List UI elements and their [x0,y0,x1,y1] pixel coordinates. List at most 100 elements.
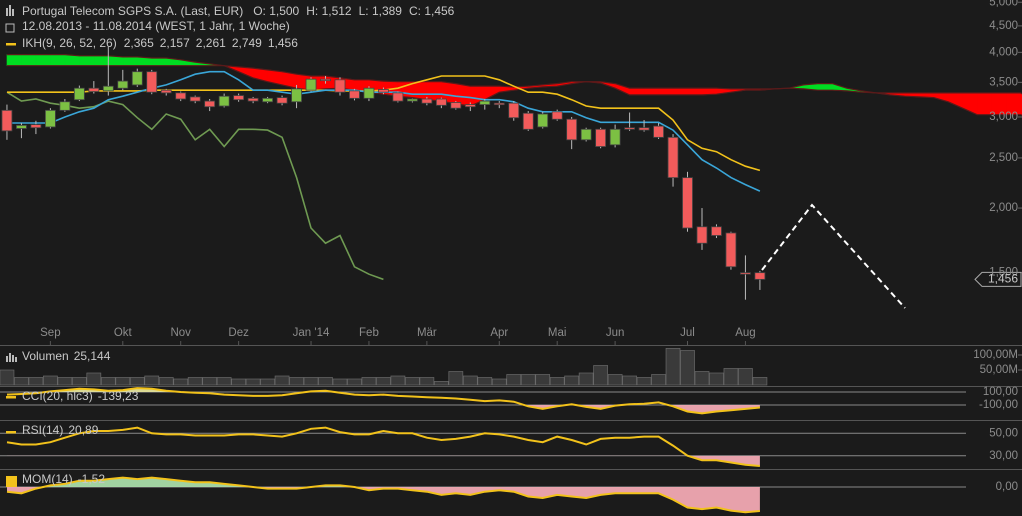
volume-bar [361,377,377,386]
volume-bar [607,374,623,386]
legend-label: IKH(9, 26, 52, 26) [22,36,117,50]
volume-icon [6,353,17,362]
candle-body [102,85,114,92]
volume-bar [680,350,695,386]
x-tick-label: Nov [170,327,191,339]
volume-bar [520,374,536,386]
legend-dash [6,396,16,399]
volume-bar [303,377,319,386]
candle-body [73,87,85,101]
candle-body [262,97,273,103]
candle-body [59,101,71,111]
y-tick-label: 50,00 [989,427,1018,439]
candle-body [479,100,491,105]
candle-body [406,98,418,102]
y-tick-label: 100,00 [983,386,1018,398]
volume-bar [376,377,391,386]
candle-body [204,100,216,108]
candle-body [740,272,751,275]
x-tick-label: Apr [490,327,508,339]
cloud-line [7,54,1022,116]
candle-body [160,89,172,94]
candle-body [247,97,259,102]
y-tick-label: 3,000 [989,111,1018,123]
cloud-segment [35,54,51,66]
candle-body [508,102,520,119]
y-tick-label: 30,00 [989,450,1018,462]
candle-body [711,226,722,236]
candle-body [638,127,650,131]
cloud-segment [50,54,66,66]
cloud-segment [672,87,688,96]
volume-bar [144,375,160,386]
volume-bar [694,371,710,386]
x-tick-label: Mai [548,327,567,339]
volume-bar [43,375,58,386]
candle-body [276,97,288,104]
volume-bar [752,377,768,386]
legend-label: 1,456 [268,36,298,50]
volume-bar [738,368,753,386]
candle-body [653,125,664,138]
cloud-segment [151,57,167,66]
volume-bar [506,374,522,386]
volume-bar [390,375,406,386]
candle-body [392,92,404,102]
y-tick-label: 2,500 [989,152,1018,164]
candle-body [667,136,679,179]
indicator-line [6,387,760,415]
volume-bar [115,377,131,386]
volume-bar [419,377,435,386]
candle-body [320,78,331,82]
candle-body [754,272,766,280]
volume-bar [260,378,275,386]
legend-dash [6,431,16,434]
candle-body [696,226,708,244]
candle-body [218,95,230,107]
legend-label: O: 1,500 [253,4,299,18]
candle-body [305,78,317,91]
cloud-segment [412,81,428,101]
volume-bar [173,378,189,386]
y-tick-label: 50,00M [980,364,1018,376]
cloud-segment [6,54,22,66]
x-tick-label: Jan '14 [293,327,330,339]
legend-label: 2,749 [232,36,262,50]
calendar-icon [5,23,15,33]
indicator-line [6,476,760,514]
cloud-segment [658,87,674,96]
x-tick-label: Dez [228,327,249,339]
candle-body [16,124,27,129]
price-tag-label: 1,456 [988,272,1018,286]
legend-label: 25,144 [74,349,111,363]
candle-body [44,109,56,128]
y-tick-label: 100,00M [973,349,1018,361]
cloud-segment [643,87,659,96]
candle-body [30,124,42,129]
labels: Portugal Telecom SGPS S.A. (Last, EUR) O:… [22,0,1018,493]
volume-bar [231,378,246,386]
y-tick-label: 1,500 [989,267,1018,279]
volume-bar [86,372,102,386]
cloud-segment [629,87,645,96]
volume-bar [14,377,29,386]
cloud-segment [93,55,109,66]
candle-body [624,127,635,130]
y-tick-label: 5,000 [989,0,1018,8]
candle-body [131,71,143,86]
x-tick-label: Jul [680,327,695,339]
legend-label: Volumen [22,349,69,363]
candle-body [493,102,505,106]
candle-body [580,128,592,141]
cloud-segment [64,54,80,66]
volume-bar [100,377,116,386]
threshold-fill [7,404,760,414]
y-tick-label: 0,00 [996,481,1018,493]
volume-bar [636,377,652,386]
volume-bar [216,377,232,386]
volume-bar [709,372,724,386]
legend-label: H: 1,512 [306,4,352,18]
y-tick-label: 2,000 [989,202,1018,214]
